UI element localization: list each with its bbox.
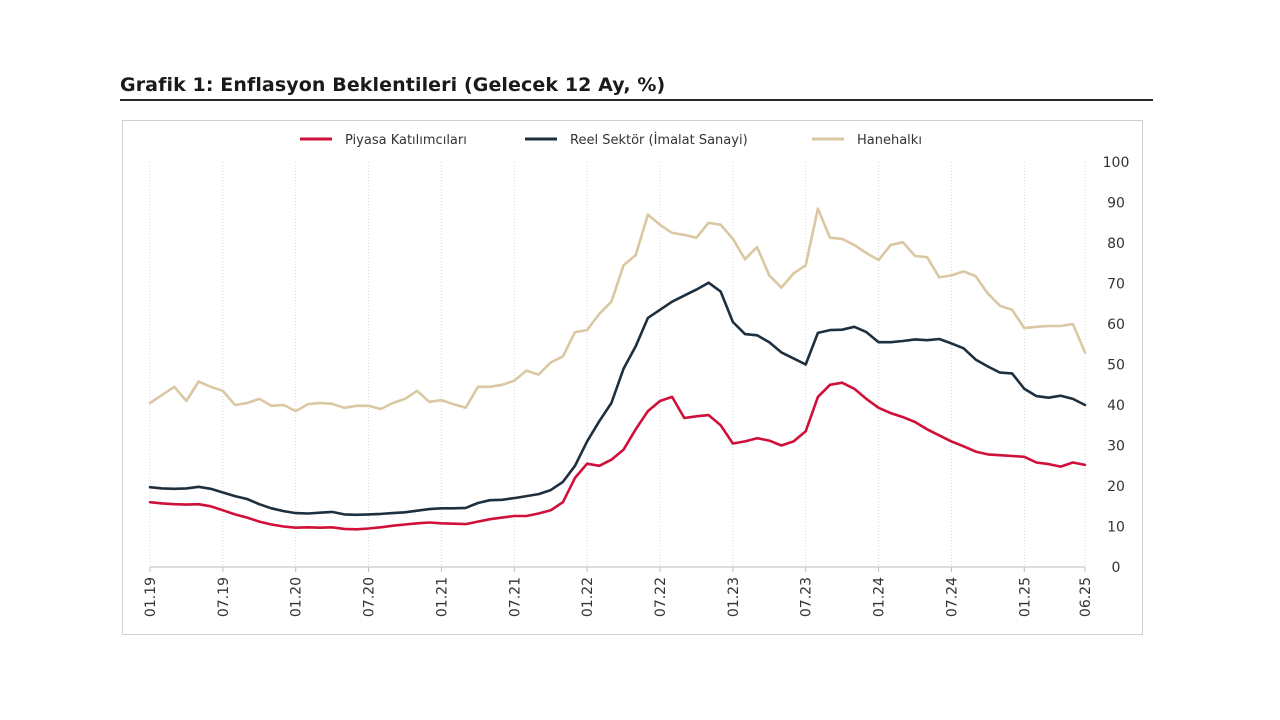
x-tick-label: 07.24	[944, 577, 960, 617]
x-tick-label: 07.23	[799, 577, 815, 617]
y-tick-label: 40	[1107, 398, 1125, 414]
legend-label-2: Reel Sektör (İmalat Sanayi)	[570, 132, 748, 148]
y-tick-label: 0	[1112, 560, 1121, 576]
x-tick-label: 01.19	[143, 577, 159, 617]
x-tick-label: 07.20	[362, 577, 378, 617]
legend-label-1: Piyasa Katılımcıları	[345, 133, 467, 148]
x-tick-label: 01.25	[1017, 577, 1033, 617]
y-tick-label: 80	[1107, 236, 1125, 252]
x-tick-label: 07.19	[216, 577, 232, 617]
legend-label-3: Hanehalkı	[857, 133, 922, 148]
x-tick-label: 01.23	[726, 577, 742, 617]
chart-frame	[122, 120, 1143, 635]
y-tick-label: 50	[1107, 358, 1125, 374]
x-tick-label: 01.21	[434, 577, 450, 617]
x-tick-label: 06.25	[1078, 577, 1094, 617]
x-tick-label: 07.22	[653, 577, 669, 617]
x-tick-label: 01.24	[872, 577, 888, 617]
x-tick-label: 01.22	[580, 577, 596, 617]
y-tick-label: 70	[1107, 277, 1125, 293]
y-tick-label: 10	[1107, 520, 1125, 536]
series-line-2	[148, 281, 1087, 517]
series-line-1	[148, 381, 1087, 531]
y-tick-label: 90	[1107, 196, 1125, 212]
y-tick-label: 20	[1107, 479, 1125, 495]
y-tick-label: 30	[1107, 439, 1125, 455]
x-tick-label: 01.20	[289, 577, 305, 617]
series-line-3	[148, 207, 1087, 413]
x-tick-label: 07.21	[507, 577, 523, 617]
y-tick-label: 100	[1103, 155, 1130, 171]
title-underline	[120, 99, 1153, 101]
chart-title: Grafik 1: Enflasyon Beklentileri (Gelece…	[120, 74, 666, 96]
y-tick-label: 60	[1107, 317, 1125, 333]
